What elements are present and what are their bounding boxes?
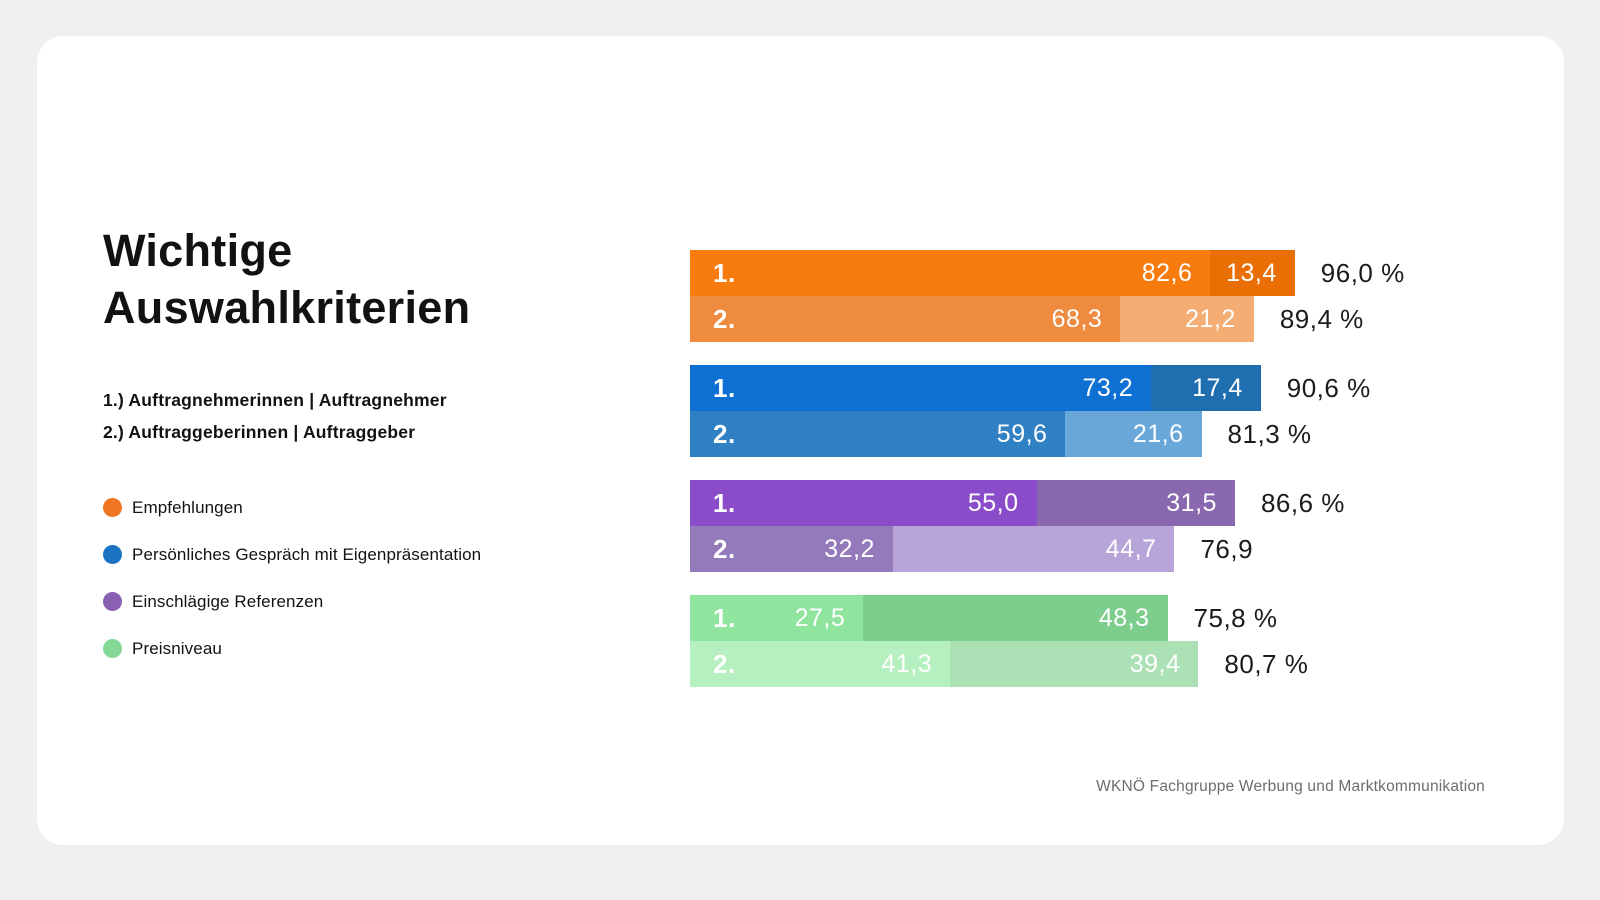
segment-value: 21,2 bbox=[1185, 304, 1236, 333]
bar-segment: 21,6 bbox=[1065, 411, 1202, 457]
legend-item-persoenliches-gespraech: Persönliches Gespräch mit Eigenpräsentat… bbox=[103, 544, 481, 565]
row-total: 76,9 bbox=[1200, 533, 1254, 564]
bar-segment: 13,4 bbox=[1210, 250, 1295, 296]
bar-segment: 2. 41,3 bbox=[690, 641, 951, 687]
row-total: 86,6 % bbox=[1260, 487, 1345, 518]
legend-item-preisniveau: Preisniveau bbox=[103, 638, 481, 659]
row-total: 81,3 % bbox=[1227, 418, 1312, 449]
note-contractors: 1.) Auftragnehmerinnen | Auftragnehmer bbox=[103, 390, 447, 410]
bar-group: 1. 73,2 17,4 90,6 % 2. 59,6 21,6 81,3 % bbox=[690, 365, 1405, 457]
bar-segments: 2. 59,6 21,6 bbox=[690, 411, 1202, 457]
row-number: 1. bbox=[713, 257, 736, 288]
bar-segments: 1. 27,5 48,3 bbox=[690, 595, 1168, 641]
segment-value: 41,3 bbox=[881, 649, 933, 678]
row-total: 96,0 % bbox=[1320, 257, 1405, 288]
bar-segment: 2. 59,6 bbox=[690, 411, 1066, 457]
segment-value: 32,2 bbox=[824, 534, 875, 563]
bar-segments: 1. 55,0 31,5 bbox=[690, 480, 1235, 526]
bar-segment: 1. 27,5 bbox=[690, 595, 864, 641]
bar-segment: 2. 32,2 bbox=[690, 526, 893, 572]
title-line-2: Auswahlkriterien bbox=[103, 282, 471, 333]
bar-row: 2. 59,6 21,6 81,3 % bbox=[690, 411, 1405, 457]
bar-segments: 2. 32,2 44,7 bbox=[690, 526, 1175, 572]
segment-value: 59,6 bbox=[996, 419, 1048, 448]
bar-group: 1. 27,5 48,3 75,8 % 2. 41,3 39,4 80,7 % bbox=[690, 595, 1405, 687]
bar-segment: 44,7 bbox=[892, 526, 1175, 572]
bar-segments: 2. 68,3 21,2 bbox=[690, 296, 1254, 342]
segment-value: 82,6 bbox=[1141, 258, 1193, 287]
legend-label: Empfehlungen bbox=[132, 497, 243, 517]
row-number: 2. bbox=[713, 418, 736, 449]
bar-segment: 39,4 bbox=[950, 641, 1199, 687]
row-number: 2. bbox=[713, 303, 736, 334]
bar-segment: 1. 55,0 bbox=[690, 480, 1037, 526]
segment-value: 17,4 bbox=[1192, 373, 1243, 402]
bar-row: 2. 32,2 44,7 76,9 bbox=[690, 526, 1405, 572]
bar-segment: 2. 68,3 bbox=[690, 296, 1121, 342]
source-credit: WKNÖ Fachgruppe Werbung und Marktkommuni… bbox=[1096, 778, 1485, 795]
row-total: 90,6 % bbox=[1286, 372, 1371, 403]
legend-item-empfehlungen: Empfehlungen bbox=[103, 497, 481, 518]
bar-segments: 2. 41,3 39,4 bbox=[690, 641, 1199, 687]
bar-row: 2. 68,3 21,2 89,4 % bbox=[690, 296, 1405, 342]
legend-label: Preisniveau bbox=[132, 638, 222, 658]
title-line-1: Wichtige bbox=[103, 225, 293, 276]
page-title: Wichtige Auswahlkriterien bbox=[103, 222, 470, 336]
row-total: 80,7 % bbox=[1224, 648, 1309, 679]
infographic-card: Wichtige Auswahlkriterien 1.) Auftragnehm… bbox=[37, 36, 1564, 845]
segment-value: 31,5 bbox=[1166, 488, 1217, 517]
segment-value: 73,2 bbox=[1082, 373, 1134, 402]
legend-item-einschlaegige-referenzen: Einschlägige Referenzen bbox=[103, 591, 481, 612]
segment-value: 68,3 bbox=[1051, 304, 1103, 333]
segment-value: 27,5 bbox=[794, 603, 846, 632]
legend: Empfehlungen Persönliches Gespräch mit E… bbox=[103, 497, 481, 659]
row-number: 1. bbox=[713, 372, 736, 403]
note-clients: 2.) Auftraggeberinnen | Auftraggeber bbox=[103, 422, 416, 442]
bar-segment: 21,2 bbox=[1120, 296, 1254, 342]
row-number: 1. bbox=[713, 602, 736, 633]
segment-value: 13,4 bbox=[1226, 258, 1277, 287]
bar-segments: 1. 73,2 17,4 bbox=[690, 365, 1261, 411]
bar-segment: 1. 73,2 bbox=[690, 365, 1152, 411]
legend-label: Einschlägige Referenzen bbox=[132, 591, 324, 611]
segment-value: 48,3 bbox=[1098, 603, 1150, 632]
bar-segments: 1. 82,6 13,4 bbox=[690, 250, 1295, 296]
segment-value: 39,4 bbox=[1129, 649, 1181, 678]
segment-value: 21,6 bbox=[1132, 419, 1184, 448]
bar-chart: 1. 82,6 13,4 96,0 % 2. 68,3 21,2 89,4 % 1. 73,2 17… bbox=[690, 250, 1405, 710]
legend-label: Persönliches Gespräch mit Eigenpräsentat… bbox=[132, 544, 482, 564]
respondent-notes: 1.) Auftragnehmerinnen | Auftragnehmer 2… bbox=[103, 384, 447, 448]
legend-dot-orange-icon bbox=[103, 498, 122, 517]
legend-dot-blue-icon bbox=[103, 545, 122, 564]
legend-dot-green-icon bbox=[103, 639, 122, 658]
bar-group: 1. 82,6 13,4 96,0 % 2. 68,3 21,2 89,4 % bbox=[690, 250, 1405, 342]
bar-segment: 17,4 bbox=[1151, 365, 1261, 411]
row-number: 2. bbox=[713, 648, 736, 679]
row-number: 1. bbox=[713, 487, 736, 518]
legend-dot-purple-icon bbox=[103, 592, 122, 611]
bar-row: 1. 27,5 48,3 75,8 % bbox=[690, 595, 1405, 641]
bar-row: 1. 73,2 17,4 90,6 % bbox=[690, 365, 1405, 411]
row-number: 2. bbox=[713, 533, 736, 564]
bar-group: 1. 55,0 31,5 86,6 % 2. 32,2 44,7 76,9 bbox=[690, 480, 1405, 572]
bar-segment: 48,3 bbox=[863, 595, 1168, 641]
segment-value: 44,7 bbox=[1105, 534, 1157, 563]
bar-row: 1. 55,0 31,5 86,6 % bbox=[690, 480, 1405, 526]
row-total: 89,4 % bbox=[1279, 303, 1364, 334]
bar-row: 1. 82,6 13,4 96,0 % bbox=[690, 250, 1405, 296]
row-total: 75,8 % bbox=[1193, 602, 1278, 633]
bar-row: 2. 41,3 39,4 80,7 % bbox=[690, 641, 1405, 687]
bar-segment: 31,5 bbox=[1036, 480, 1235, 526]
segment-value: 55,0 bbox=[967, 488, 1019, 517]
bar-segment: 1. 82,6 bbox=[690, 250, 1211, 296]
